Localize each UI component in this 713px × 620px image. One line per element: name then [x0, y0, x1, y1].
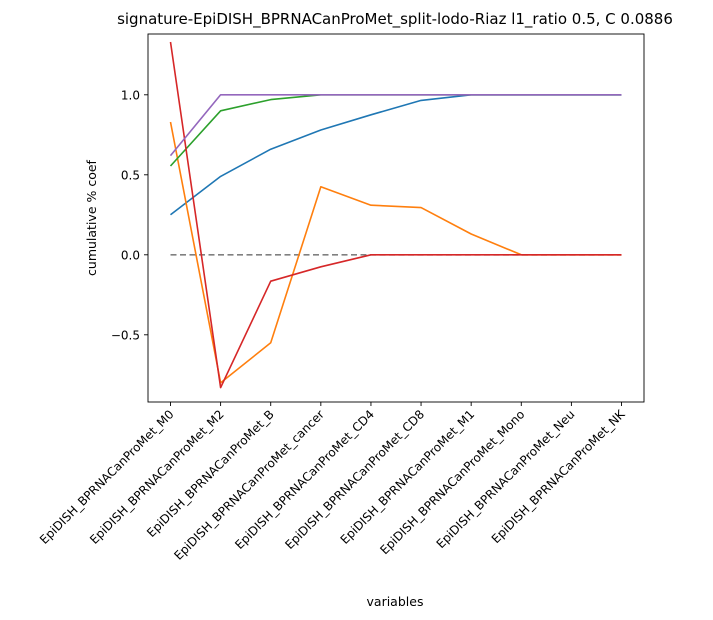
y-tick-label: −0.5 [111, 328, 140, 342]
y-tick-label: 0.5 [121, 168, 140, 182]
chart-title: signature-EpiDISH_BPRNACanProMet_split-l… [117, 10, 673, 29]
series-line-2 [169, 121, 622, 384]
series-line-3 [169, 94, 622, 167]
series-line-4 [169, 41, 622, 389]
series-line-1 [170, 94, 622, 216]
series-line-5 [169, 94, 622, 157]
y-axis-label: cumulative % coef [84, 159, 99, 276]
y-tick-label: 1.0 [121, 88, 140, 102]
axes-frame [147, 33, 645, 403]
y-tick-label: 0.0 [121, 248, 140, 262]
x-axis-label: variables [367, 594, 424, 609]
plot-area: −0.50.00.51.0EpiDISH_BPRNACanProMet_M0Ep… [37, 33, 645, 563]
